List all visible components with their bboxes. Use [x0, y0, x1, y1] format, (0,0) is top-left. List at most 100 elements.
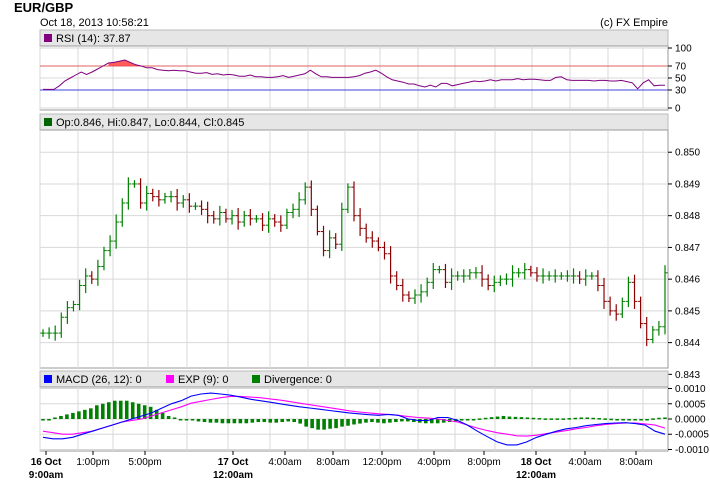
ohlc-bar	[650, 326, 656, 344]
ohlc-bar	[345, 183, 351, 214]
divergence-bar	[639, 419, 643, 421]
y-tick-label: -0.0010	[675, 445, 709, 456]
divergence-bar	[298, 419, 302, 424]
ohlc-bar	[52, 325, 58, 341]
x-tick-label-date: 12:00am	[213, 470, 253, 481]
ohlc-bar	[211, 210, 217, 224]
rsi-legend-label: RSI (14): 37.87	[56, 33, 131, 45]
exp-legend-swatch	[166, 375, 174, 383]
y-tick-label: 0.846	[675, 275, 700, 286]
ohlc-bar	[82, 268, 89, 294]
y-tick-label: 0.0005	[675, 399, 706, 410]
ohlc-bar	[662, 265, 668, 335]
divergence-bar	[412, 419, 416, 423]
y-tick-label: 0.844	[675, 338, 700, 349]
ohlc-bar	[643, 316, 650, 347]
price-panel: Op:0.846, Hi:0.847, Lo:0.844, Cl:0.845 0…	[39, 113, 700, 381]
ohlc-bar	[119, 198, 126, 227]
ohlc-bar	[595, 270, 601, 292]
ohlc-bar	[522, 262, 528, 280]
macd-series	[41, 392, 667, 446]
ohlc-bar	[320, 225, 327, 257]
divergence-bar	[537, 418, 542, 420]
ohlc-bar	[448, 268, 455, 290]
divergence-bar	[645, 419, 649, 421]
divergence-bar	[519, 417, 524, 419]
exp-legend-label: EXP (9): 0	[178, 374, 229, 386]
divergence-bar	[561, 418, 566, 420]
ohlc-bar	[296, 192, 302, 217]
divergence-bar	[250, 419, 255, 423]
ohlc-bar	[503, 273, 510, 285]
ohlc-bar	[64, 301, 71, 324]
ohlc-bar	[113, 214, 119, 249]
ohlc-bar	[387, 246, 394, 284]
ohlc-bar	[76, 279, 83, 311]
divergence-bar	[376, 419, 380, 423]
ohlc-bar	[461, 269, 467, 283]
divergence-bar	[262, 419, 267, 423]
divergence-bar	[346, 419, 350, 426]
ohlc-bar	[131, 180, 138, 188]
ohlc-bar	[357, 208, 363, 236]
price-legend-label: Op:0.846, Hi:0.847, Lo:0.844, Cl:0.845	[56, 117, 244, 129]
ohlc-bar	[424, 277, 430, 297]
divergence-bar	[136, 403, 141, 419]
ohlc-bar	[430, 262, 437, 289]
exp-line	[42, 395, 666, 437]
divergence-bar	[65, 414, 69, 419]
divergence-bar	[316, 419, 320, 430]
ohlc-bar	[613, 304, 619, 321]
divergence-bar	[256, 419, 261, 423]
rsi-panel-header	[39, 29, 669, 47]
ohlc-bar	[40, 329, 46, 337]
divergence-bar	[160, 412, 165, 419]
divergence-bar	[579, 417, 584, 419]
divergence-bar	[334, 419, 338, 429]
ohlc-bar	[540, 268, 546, 284]
divergence-bar	[196, 419, 201, 422]
divergence-bar	[280, 419, 285, 423]
divergence-bar	[394, 419, 398, 423]
y-tick-label: 0.850	[675, 148, 700, 159]
divergence-bar	[567, 418, 572, 420]
ohlc-bar	[326, 230, 333, 259]
divergence-bar	[501, 415, 506, 419]
divergence-bar	[184, 419, 189, 421]
divergence-bar	[286, 419, 291, 422]
ohlc-bar	[174, 189, 180, 211]
divergence-bar	[292, 419, 296, 423]
ohlc-bar	[418, 284, 424, 303]
ohlc-bar	[150, 188, 156, 202]
y-tick-label: 0.848	[675, 211, 700, 222]
divergence-bar	[382, 419, 386, 424]
x-tick-label: 17 Oct	[218, 457, 249, 468]
ohlc-bar	[619, 297, 626, 318]
ohlc-bar	[278, 215, 284, 232]
ohlc-bar	[168, 190, 174, 203]
y-tick-label: 50	[675, 74, 687, 85]
ohlc-bar	[369, 231, 376, 248]
divergence-bar	[59, 415, 63, 419]
divergence-bar	[47, 419, 51, 421]
y-tick-label: 0.849	[675, 179, 700, 190]
ohlc-bar	[314, 205, 321, 236]
ohlc-bar	[467, 268, 473, 280]
divergence-bar	[651, 418, 655, 420]
ohlc-bar	[570, 268, 577, 284]
divergence-bar	[95, 405, 99, 419]
divergence-bar	[423, 419, 428, 424]
divergence-bar	[585, 417, 590, 419]
divergence-bar	[322, 419, 326, 430]
divergence-bar	[41, 419, 45, 421]
divergence-bar	[310, 419, 314, 429]
ohlc-bar	[204, 201, 211, 224]
ohlc-bar	[89, 271, 95, 284]
divergence-bar	[304, 419, 308, 427]
divergence-legend-label: Divergence: 0	[264, 374, 332, 386]
ohlc-bar	[607, 296, 613, 316]
y-tick-label: 0.0010	[675, 384, 706, 395]
divergence-bar	[124, 400, 129, 419]
ohlc-bar	[375, 237, 382, 252]
